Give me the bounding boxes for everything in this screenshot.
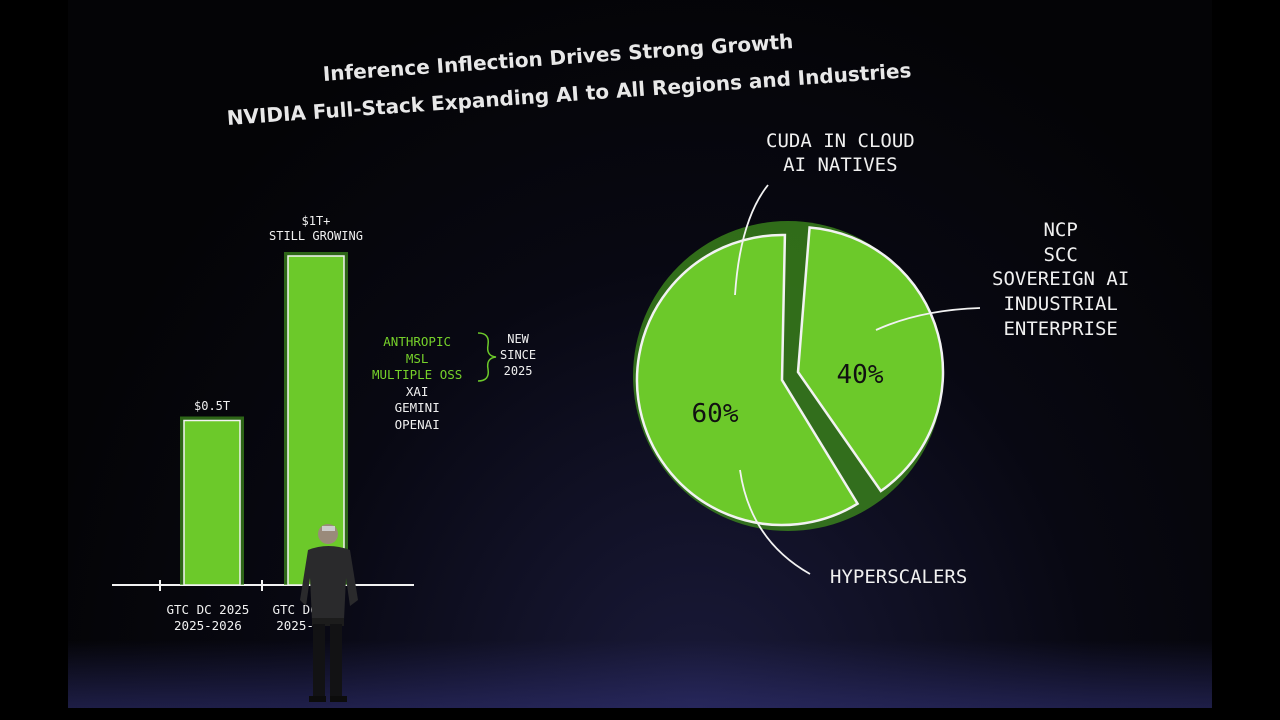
- pie-slice-label: 60%: [692, 399, 739, 429]
- brace-shape: [477, 332, 497, 382]
- pie-slice: [796, 226, 945, 493]
- pie-slice-label: 40%: [837, 360, 884, 390]
- x-tick-label: GTC DC 2025-: [272, 602, 318, 633]
- callout-line: [875, 307, 981, 331]
- brace-note: NEW SINCE 2025: [500, 332, 537, 378]
- bar: [287, 255, 345, 586]
- list-item: MULTIPLE OSS: [372, 367, 463, 382]
- list-item: GEMINI: [394, 400, 440, 415]
- bar-note-label: STILL GROWING: [269, 229, 363, 243]
- presenter-figure: [300, 524, 358, 702]
- pie-callout-right: NCP SCC SOVEREIGN AI INDUSTRIAL ENTERPRI…: [992, 219, 1130, 340]
- bar-value-label: $0.5T: [194, 398, 231, 413]
- bar-data-label: $1T+ STILL GROWING: [269, 214, 363, 244]
- pie-slice: [635, 233, 860, 527]
- x-tick-label: GTC DC 2025 2025-2026: [166, 602, 250, 633]
- pie-callout-top: CUDA IN CLOUD AI NATIVES: [766, 130, 915, 176]
- callout-line: [734, 184, 769, 296]
- list-item: ANTHROPIC: [383, 334, 452, 349]
- stage-floor-glow: [68, 640, 1212, 708]
- list-item: OPENAI: [394, 416, 440, 432]
- bar: [183, 419, 241, 586]
- customer-list: ANTHROPIC MSL MULTIPLE OSS XAI GEMINI OP…: [372, 334, 462, 433]
- list-item: XAI: [405, 383, 429, 399]
- bar-data-label: $0.5T: [194, 399, 230, 414]
- list-item: MSL: [405, 350, 429, 366]
- bar-value-label: $1T+: [301, 214, 331, 228]
- callout-line: [739, 469, 811, 575]
- pie-callout-bottom: HYPERSCALERS: [830, 566, 968, 588]
